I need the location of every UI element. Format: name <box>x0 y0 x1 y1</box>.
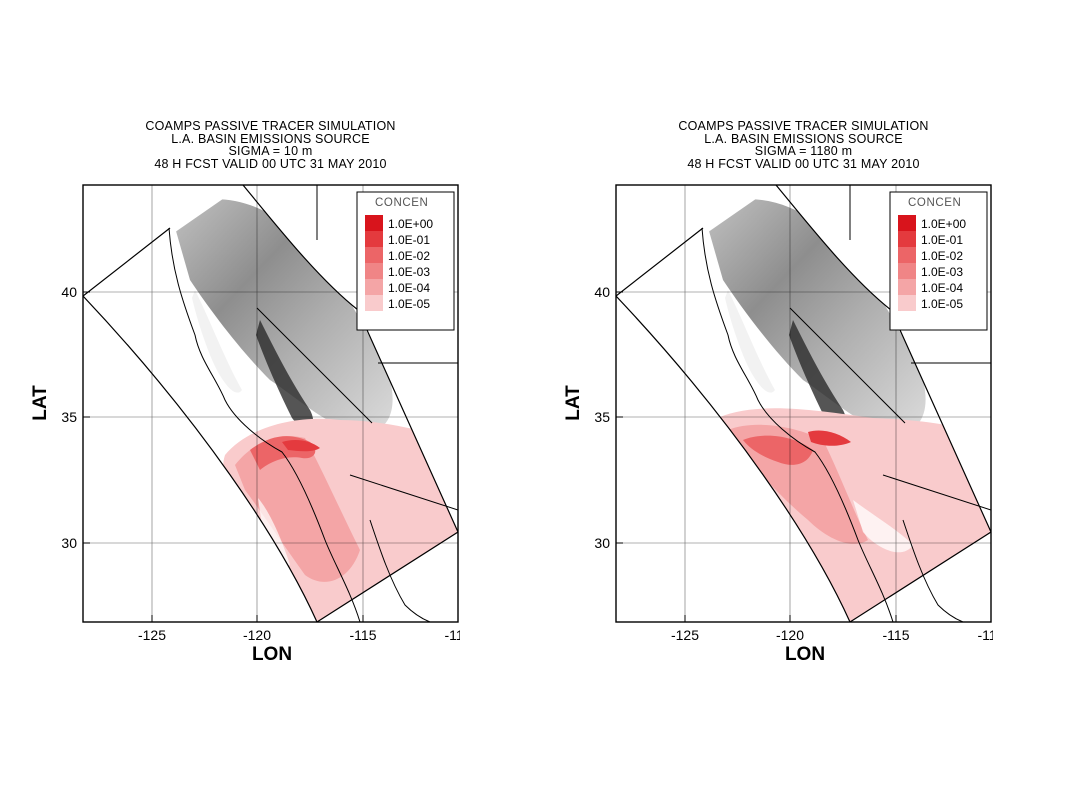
x-tick-label: -110 <box>978 627 993 643</box>
legend-label: 1.0E+00 <box>921 217 966 231</box>
y-tick-label: 40 <box>61 284 77 300</box>
legend-label: 1.0E-02 <box>388 249 430 263</box>
state-border-ca-nv <box>789 307 906 424</box>
title-line: L.A. BASIN EMISSIONS SOURCE <box>171 131 370 146</box>
domain-outline-top <box>616 227 704 297</box>
plot-frame <box>82 184 459 623</box>
terrain-shading <box>170 199 393 433</box>
title-line: SIGMA = 10 m <box>228 144 313 158</box>
legend-label: 1.0E-03 <box>388 265 430 279</box>
legend-label: 1.0E-05 <box>388 297 430 311</box>
legend-swatch-5 <box>898 295 916 311</box>
legend-label: 1.0E-04 <box>921 281 963 295</box>
y-axis-label: LAT <box>30 385 51 421</box>
legend-swatch-5 <box>365 295 383 311</box>
legend-swatch-0 <box>365 215 383 231</box>
legend-label: 1.0E-04 <box>388 281 430 295</box>
coastline <box>168 227 361 622</box>
x-axis-label: LON <box>252 644 292 665</box>
x-tick-label: -110 <box>445 627 460 643</box>
x-tick-label: -125 <box>671 627 699 643</box>
legend-swatch-4 <box>898 279 916 295</box>
map-panel-sigma-10m: COAMPS PASSIVE TRACER SIMULATION L.A. BA… <box>20 120 460 665</box>
domain-outline <box>616 185 991 622</box>
title-line: L.A. BASIN EMISSIONS SOURCE <box>704 131 903 146</box>
state-border-ca-nv <box>256 307 373 424</box>
map-panel-sigma-1180m: COAMPS PASSIVE TRACER SIMULATION L.A. BA… <box>553 120 993 665</box>
baja-coast <box>902 519 964 622</box>
terrain-dark-ridge <box>256 320 314 429</box>
valley-light <box>725 290 775 393</box>
gridlines <box>83 185 458 622</box>
plume-contour-1e-02 <box>743 435 813 465</box>
legend-swatch-1 <box>898 231 916 247</box>
plume-contour-1e-01 <box>282 440 320 452</box>
legend-swatch-2 <box>898 247 916 263</box>
legend-swatch-3 <box>898 263 916 279</box>
y-tick-label: 35 <box>594 409 610 425</box>
terrain-dark-ridge <box>789 320 847 429</box>
plot-frame <box>615 184 992 623</box>
tick-marks <box>83 291 364 622</box>
legend-label: 1.0E-05 <box>921 297 963 311</box>
title-line: COAMPS PASSIVE TRACER SIMULATION <box>678 119 929 133</box>
y-axis-label: LAT <box>563 385 584 421</box>
coastline <box>701 227 894 622</box>
y-tick-label: 30 <box>594 535 610 551</box>
legend-label: 1.0E-01 <box>921 233 963 247</box>
map-title: COAMPS PASSIVE TRACER SIMULATION L.A. BA… <box>83 120 458 170</box>
y-tick-label: 30 <box>61 535 77 551</box>
legend: CONCEN 1.0E+00 1.0E-01 1.0E-02 1.0E-03 1… <box>356 191 455 331</box>
x-tick-label: -120 <box>243 627 271 643</box>
plume-gap <box>853 500 913 553</box>
legend-swatch-2 <box>365 247 383 263</box>
plume-gap <box>258 498 290 566</box>
legend-swatch-3 <box>365 263 383 279</box>
title-line: SIGMA = 1180 m <box>754 144 853 158</box>
legend-swatch-1 <box>365 231 383 247</box>
valley-light <box>192 290 242 393</box>
legend: CONCEN 1.0E+00 1.0E-01 1.0E-02 1.0E-03 1… <box>889 191 988 331</box>
legend-title: CONCEN <box>908 197 961 209</box>
plume-contour-1e-01 <box>808 430 851 446</box>
y-tick-label: 40 <box>594 284 610 300</box>
legend-swatch-4 <box>365 279 383 295</box>
x-axis-label: LON <box>785 644 825 665</box>
title-line: 48 H FCST VALID 00 UTC 31 MAY 2010 <box>687 156 920 171</box>
y-tick-label: 35 <box>61 409 77 425</box>
border-us-mexico <box>882 474 991 511</box>
domain-outline-top <box>83 227 171 297</box>
plume-contour-1e-04 <box>235 436 360 582</box>
x-tick-label: -125 <box>138 627 166 643</box>
legend-swatch-0 <box>898 215 916 231</box>
x-tick-label: -115 <box>883 627 910 643</box>
map-plot: CONCEN 1.0E+00 1.0E-01 1.0E-02 1.0E-03 1… <box>563 184 993 665</box>
legend-label: 1.0E-01 <box>388 233 430 247</box>
title-line: COAMPS PASSIVE TRACER SIMULATION <box>145 119 396 133</box>
map-title: COAMPS PASSIVE TRACER SIMULATION L.A. BA… <box>616 120 991 170</box>
domain-outline <box>83 185 458 622</box>
tick-marks <box>616 291 897 622</box>
map-plot: CONCEN 1.0E+00 1.0E-01 1.0E-02 1.0E-03 1… <box>30 184 460 665</box>
legend-label: 1.0E+00 <box>388 217 433 231</box>
baja-coast <box>369 519 431 622</box>
x-tick-label: -120 <box>776 627 804 643</box>
title-line: 48 H FCST VALID 00 UTC 31 MAY 2010 <box>154 156 387 171</box>
border-us-mexico <box>349 474 458 511</box>
x-tick-label: -115 <box>350 627 377 643</box>
legend-label: 1.0E-03 <box>921 265 963 279</box>
terrain-shading <box>703 199 926 433</box>
legend-title: CONCEN <box>375 197 428 209</box>
legend-label: 1.0E-02 <box>921 249 963 263</box>
